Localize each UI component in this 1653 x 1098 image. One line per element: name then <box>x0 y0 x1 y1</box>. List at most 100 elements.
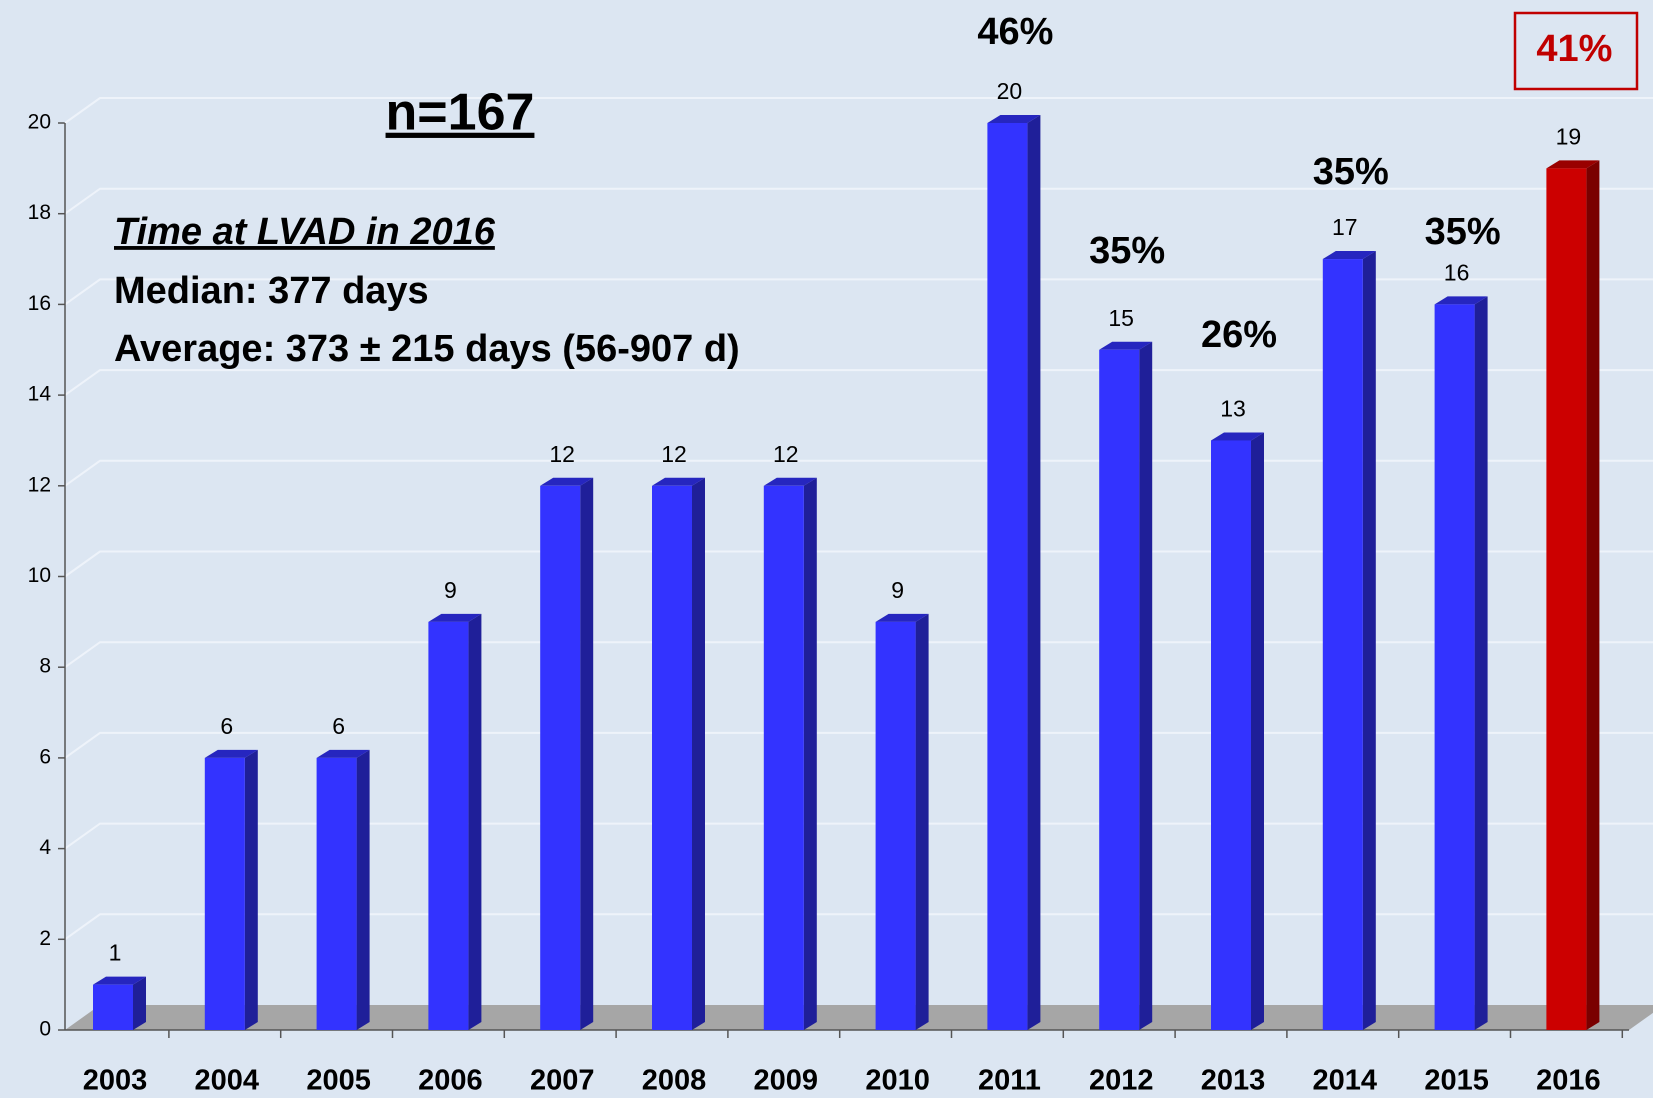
value-label: 13 <box>1220 396 1246 422</box>
bar-top <box>316 749 370 758</box>
grid-line <box>64 97 1653 124</box>
bar-side <box>692 477 705 1030</box>
x-tick-label: 2011 <box>978 1065 1041 1097</box>
grid-line <box>64 822 1653 850</box>
x-tick-label: 2015 <box>1424 1065 1489 1097</box>
y-tick-label: 0 <box>39 1018 51 1041</box>
bar-top <box>1099 341 1153 350</box>
value-label: 16 <box>1444 259 1470 285</box>
y-tick-label: 20 <box>28 111 51 134</box>
bar-side <box>1586 160 1600 1031</box>
bar-side <box>1362 251 1376 1031</box>
x-tick-label: 2012 <box>1089 1065 1154 1097</box>
bar-side <box>356 749 370 1030</box>
bar <box>93 984 133 1030</box>
value-label: 6 <box>220 713 233 739</box>
floor <box>65 1005 1653 1030</box>
bar-top <box>1546 160 1600 169</box>
grid-line <box>64 550 1653 578</box>
sample-size: n=167 <box>386 84 535 142</box>
bar <box>1322 259 1363 1030</box>
bar-top <box>204 749 258 758</box>
x-tick-label: 2016 <box>1536 1065 1601 1097</box>
y-tick-label: 14 <box>28 383 52 406</box>
bar-side <box>1139 341 1153 1030</box>
x-tick-label: 2013 <box>1201 1065 1266 1097</box>
value-label: 9 <box>891 577 904 603</box>
y-tick-label: 12 <box>28 473 51 496</box>
percent-annotation: 41% <box>1536 28 1612 70</box>
bar-top <box>428 613 482 622</box>
value-label: 1 <box>109 940 122 966</box>
x-tick-label: 2005 <box>306 1065 371 1097</box>
percent-annotation: 35% <box>1313 151 1389 193</box>
grid-line <box>64 641 1653 669</box>
y-tick-label: 6 <box>39 745 51 768</box>
grid-line <box>64 731 1653 759</box>
percent-annotation: 35% <box>1425 211 1501 253</box>
x-tick-label: 2004 <box>195 1065 260 1097</box>
bar-top <box>93 976 146 985</box>
grid-line <box>64 278 1653 306</box>
bar <box>316 757 357 1030</box>
percent-annotation: 26% <box>1201 314 1277 356</box>
bar-side <box>1474 296 1488 1030</box>
bar <box>204 757 245 1030</box>
bar <box>987 123 1028 1030</box>
percent-annotation: 46% <box>977 11 1053 53</box>
bar-top <box>652 477 705 486</box>
value-label: 12 <box>773 441 799 467</box>
x-tick-label: 2006 <box>418 1065 483 1097</box>
value-label: 9 <box>444 577 457 603</box>
x-tick-label: 2003 <box>83 1065 148 1097</box>
bar-top <box>1322 251 1376 260</box>
bar-side <box>244 749 258 1030</box>
note-average: Average: 373 ± 215 days (56-907 d) <box>114 328 740 370</box>
x-tick-label: 2010 <box>865 1065 930 1097</box>
x-tick-label: 2009 <box>754 1065 819 1097</box>
bar-top <box>1434 296 1488 305</box>
y-tick-label: 16 <box>28 292 51 315</box>
y-tick-label: 18 <box>28 201 51 224</box>
y-tick-label: 4 <box>39 836 51 859</box>
percent-annotation: 35% <box>1089 230 1165 272</box>
bar-side <box>1027 115 1041 1030</box>
grid-line <box>64 187 1653 215</box>
bar-side <box>468 613 482 1030</box>
bar-side <box>915 613 929 1030</box>
bar <box>875 621 916 1030</box>
y-tick-label: 10 <box>28 564 51 587</box>
value-label: 12 <box>549 441 575 467</box>
value-label: 15 <box>1108 305 1134 331</box>
y-tick-label: 8 <box>39 655 51 678</box>
value-label: 6 <box>332 713 345 739</box>
bar-top <box>875 613 929 622</box>
bar-side <box>803 477 817 1030</box>
value-label: 20 <box>997 78 1023 104</box>
x-tick-label: 2014 <box>1313 1065 1378 1097</box>
bar-side <box>1251 432 1264 1030</box>
bar-top <box>1211 432 1264 441</box>
bar <box>540 485 581 1030</box>
value-label: 12 <box>661 441 687 467</box>
bar-side <box>133 976 146 1030</box>
x-tick-label: 2008 <box>642 1065 707 1097</box>
bar <box>428 621 469 1030</box>
y-tick-label: 2 <box>39 927 51 950</box>
value-label: 19 <box>1556 123 1582 149</box>
annotation-box <box>1513 11 1639 91</box>
bar <box>652 485 692 1030</box>
grid-line <box>64 369 1653 396</box>
bar <box>763 485 804 1030</box>
grid-line <box>64 913 1653 941</box>
bar <box>1211 440 1251 1030</box>
note-heading: Time at LVAD in 2016 <box>114 211 496 253</box>
bar-top <box>987 115 1041 123</box>
x-tick-label: 2007 <box>530 1065 595 1097</box>
plot: 0 2 4 6 8 10 12 14 16 18 20 2003 1 2004 6 2005 6 2006 9 200… <box>28 11 1653 1097</box>
value-label: 17 <box>1332 214 1358 240</box>
bar-top <box>540 477 594 486</box>
bar-side <box>580 477 594 1030</box>
bar <box>1434 304 1475 1030</box>
